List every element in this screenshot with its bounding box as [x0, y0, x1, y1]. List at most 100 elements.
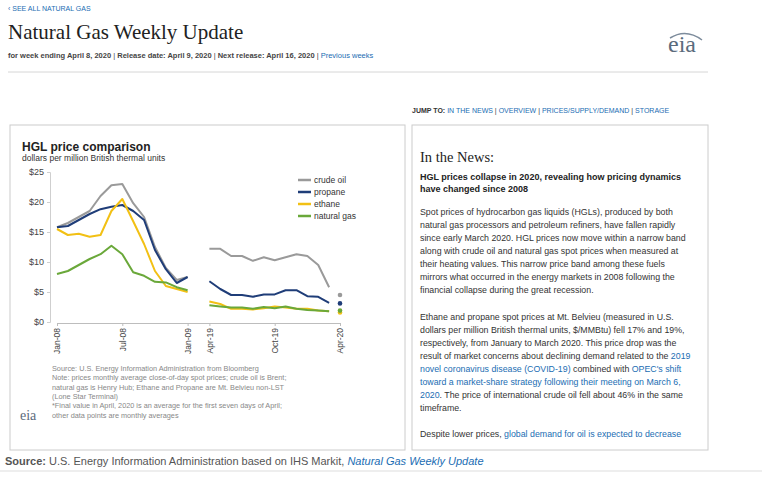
y-tick: $5: [34, 287, 50, 297]
x-tick-mark: [209, 323, 210, 326]
news-line: mirrors what occurred in the energy mark…: [420, 272, 675, 282]
page-title: Natural Gas Weekly Update: [8, 20, 243, 44]
news-headline: have changed since 2008: [420, 184, 528, 194]
y-tick: $10: [29, 257, 50, 267]
y-tick-label: $0: [34, 317, 44, 327]
legend: crude oil propane ethane natural gas: [298, 175, 356, 221]
x-tick-label: Apr-19: [205, 328, 215, 354]
news-line: novel coronavirus disease (COVID-19) com…: [420, 364, 682, 374]
link[interactable]: PRICES/SUPPLY/DEMAND: [542, 107, 629, 114]
x-tick-mark: [188, 323, 189, 326]
link[interactable]: global demand for oil is expected to dec…: [504, 429, 681, 439]
link[interactable]: STORAGE: [635, 107, 669, 114]
x-tick: Apr-19: [205, 323, 215, 354]
plot-area: [57, 184, 342, 315]
y-tick-label: $5: [34, 287, 44, 297]
text-run: Despite lower prices,: [420, 429, 504, 439]
x-tick-mark: [275, 323, 276, 326]
page-canvas: ‹ SEE ALL NATURAL GAS Natural Gas Weekly …: [0, 0, 762, 480]
x-tick-mark: [340, 323, 341, 326]
news-line: their heating values. This narrow price …: [420, 259, 665, 269]
legend-label: natural gas: [314, 211, 356, 221]
text-run: Release date: April 9, 2020: [117, 51, 211, 60]
text-run: along with crude oil and natural gas spo…: [420, 246, 679, 256]
legend-item: ethane: [298, 199, 340, 209]
link[interactable]: toward a market-share strategy following…: [420, 377, 681, 387]
y-tick-label: $10: [29, 257, 44, 267]
logo-text: eia: [668, 31, 696, 57]
text-run: for week ending April 8, 2020: [8, 51, 111, 60]
y-tick: $25: [29, 167, 50, 177]
chart-note: *Final value in April, 2020 is an averag…: [52, 401, 282, 410]
y-tick-label: $15: [29, 227, 44, 237]
legend-item: crude oil: [298, 175, 346, 185]
news-line: natural gas processors and petroleum ref…: [420, 220, 676, 230]
link[interactable]: IN THE NEWS: [447, 107, 493, 114]
news-line: Ethane and propane spot prices at Mt. Be…: [420, 312, 674, 322]
news-line: toward a market-share strategy following…: [420, 377, 681, 387]
link[interactable]: 2020: [420, 390, 440, 400]
chart-note: natural gas is Henry Hub; Ethane and Pro…: [52, 383, 285, 392]
link[interactable]: OPEC's shift: [632, 364, 682, 374]
link[interactable]: Natural Gas Weekly Update: [347, 455, 483, 467]
back-link[interactable]: ‹ SEE ALL NATURAL GAS: [8, 5, 91, 12]
final-value-dot: [338, 301, 343, 306]
text-run: JUMP TO:: [412, 107, 447, 114]
x-axis-line: [58, 324, 341, 327]
text-run: dollars per million British thermal unit…: [420, 325, 685, 335]
x-tick: Jan-09: [183, 323, 193, 354]
legend-swatch: [298, 215, 311, 218]
news-line: Spot prices of hydrocarbon gas liquids (…: [420, 207, 673, 217]
link[interactable]: novel coronavirus disease (COVID-19): [420, 364, 571, 374]
text-run: financial collapse during the great rece…: [420, 285, 594, 295]
x-tick: Apr-20: [335, 323, 345, 354]
text-run: respectively, from January to March 2020…: [420, 338, 676, 348]
news-heading: In the News:: [420, 149, 494, 165]
text-run: their heating values. This narrow price …: [420, 259, 665, 269]
legend-label: crude oil: [314, 175, 346, 185]
y-tick-label: $20: [29, 197, 44, 207]
y-axis-line: [47, 173, 51, 323]
text-run: natural gas processors and petroleum ref…: [420, 220, 676, 230]
y-tick-mark: [47, 172, 50, 173]
release-meta: for week ending April 8, 2020 | Release …: [8, 51, 373, 60]
y-tick: $20: [29, 197, 50, 207]
link[interactable]: OVERVIEW: [499, 107, 537, 114]
chart-subtitle: dollars per million British thermal unit…: [22, 153, 165, 163]
text-run: Ethane and propane spot prices at Mt. Be…: [420, 312, 674, 322]
news-line: financial collapse during the great rece…: [420, 285, 594, 295]
text-run: U.S. Energy Information Administration b…: [46, 455, 347, 467]
legend-swatch: [298, 191, 311, 194]
final-value-dot: [338, 308, 343, 313]
legend-item: natural gas: [298, 211, 356, 221]
news-headline: HGL prices collapse in 2020, revealing h…: [420, 172, 681, 182]
news-line: Despite lower prices, global demand for …: [420, 429, 681, 439]
news-line: along with crude oil and natural gas spo…: [420, 246, 679, 256]
series-line: [57, 199, 329, 311]
link[interactable]: 2019: [671, 351, 691, 361]
news-line: timeframe.: [420, 403, 462, 413]
text-run: Next release: April 16, 2020: [218, 51, 315, 60]
chart: HGL price comparisondollars per million …: [20, 140, 356, 423]
chart-logo: eia: [20, 408, 37, 423]
text-run: result of market concerns about declinin…: [420, 351, 671, 361]
y-tick-mark: [47, 322, 50, 323]
x-tick-mark: [57, 323, 58, 326]
news-line: dollars per million British thermal unit…: [420, 325, 685, 335]
x-axis: Jan-08Jul-08Jan-09Apr-19Oct-19Apr-20: [52, 323, 345, 354]
legend-label: propane: [314, 187, 345, 197]
y-tick-mark: [47, 232, 50, 233]
x-tick: Oct-19: [270, 323, 280, 354]
logo: eia: [668, 31, 702, 57]
y-tick-mark: [47, 292, 50, 293]
series-line: [57, 246, 329, 311]
jump-to: JUMP TO: IN THE NEWS | OVERVIEW | PRICES…: [412, 107, 669, 115]
x-tick-label: Oct-19: [270, 328, 280, 354]
x-tick-mark: [122, 323, 123, 326]
header-rule: [8, 72, 708, 73]
page: ‹ SEE ALL NATURAL GAS Natural Gas Weekly …: [0, 0, 762, 480]
x-tick-label: Jan-08: [52, 328, 62, 354]
legend-item: propane: [298, 187, 345, 197]
link[interactable]: Previous weeks: [321, 51, 374, 60]
news-line: respectively, from January to March 2020…: [420, 338, 676, 348]
